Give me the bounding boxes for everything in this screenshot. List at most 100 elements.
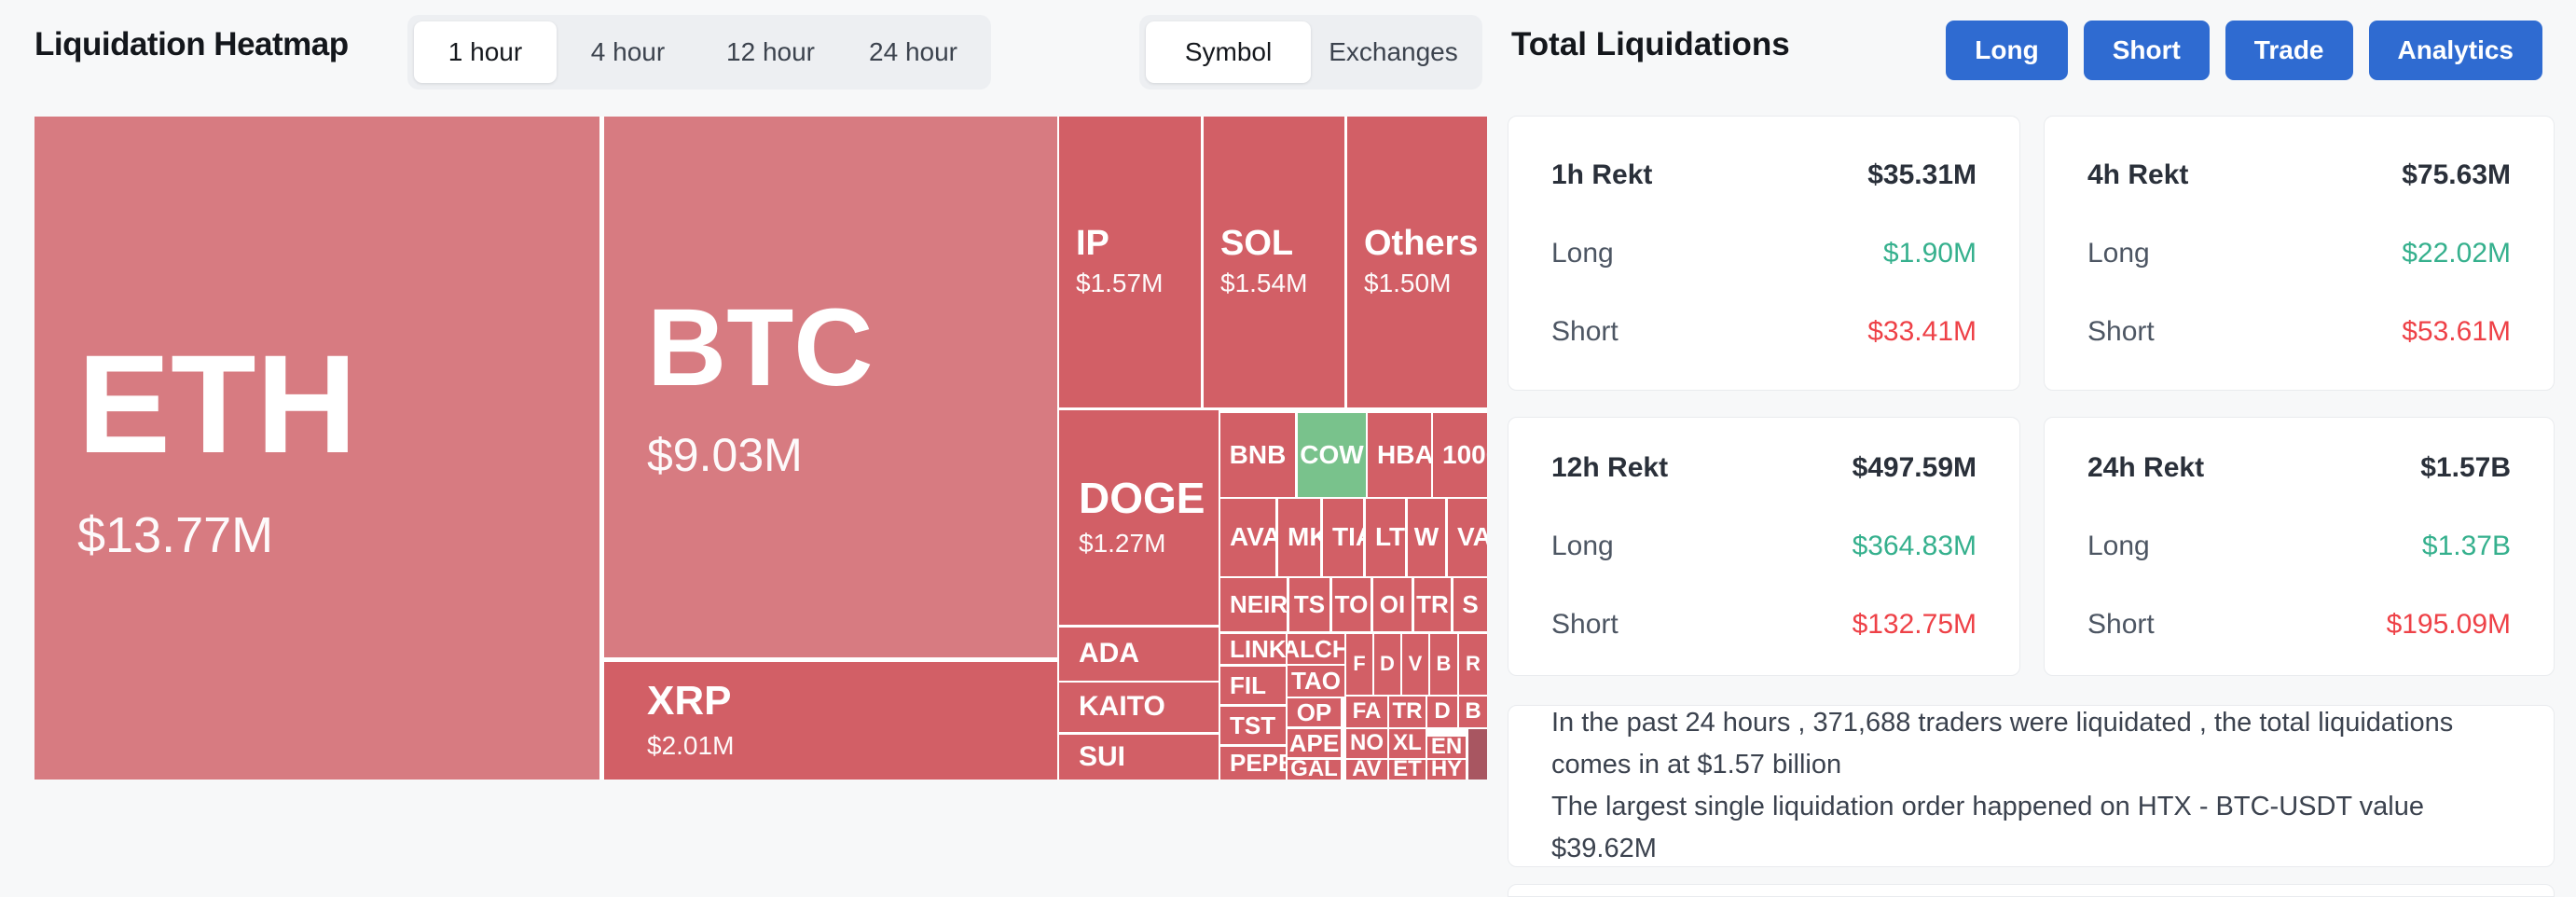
- total-liquidations-title: Total Liquidations: [1511, 26, 1790, 62]
- action-button-analytics[interactable]: Analytics: [2368, 21, 2542, 80]
- treemap-cell-symbol: FIL: [1230, 670, 1266, 699]
- view-tab-exchanges[interactable]: Exchanges: [1329, 37, 1458, 66]
- action-button-trade[interactable]: Trade: [2225, 21, 2353, 80]
- treemap-cell-btc[interactable]: BTC $9.03M: [604, 117, 1057, 657]
- treemap-cell-tr[interactable]: TR: [1414, 578, 1451, 631]
- card-row-label: Long: [2087, 237, 2150, 269]
- treemap-cell-symbol: B: [1465, 698, 1481, 724]
- treemap-cell-r[interactable]: R: [1459, 634, 1487, 695]
- treemap-cell-w[interactable]: W: [1408, 499, 1445, 576]
- action-button-long[interactable]: Long: [1946, 21, 2068, 80]
- treemap-cell-alch[interactable]: ALCH: [1288, 634, 1344, 664]
- treemap-cell-op[interactable]: OP: [1288, 698, 1341, 726]
- time-tab-1-hour[interactable]: 1 hour: [414, 21, 557, 83]
- treemap-cell-b[interactable]: B: [1459, 697, 1487, 727]
- treemap-cell-kaito[interactable]: KAITO: [1059, 683, 1219, 732]
- treemap-cell-symbol: IP: [1076, 223, 1109, 263]
- treemap-cell-symbol: TS: [1293, 590, 1326, 619]
- treemap-cell-link[interactable]: LINK: [1220, 634, 1286, 664]
- treemap-cell-symbol: XRP: [647, 677, 732, 724]
- treemap-cell-sol[interactable]: SOL $1.54M: [1204, 117, 1344, 407]
- summary-card: In the past 24 hours , 371,688 traders w…: [1508, 705, 2555, 867]
- action-buttons-row: Long Short Trade Analytics: [1946, 21, 2542, 80]
- treemap-cell-symbol: 1000: [1442, 439, 1487, 469]
- card-row-value: $132.75M: [1852, 609, 1977, 640]
- treemap-cell-vana[interactable]: VANA: [1448, 499, 1487, 576]
- treemap-cell-symbol: GAL: [1290, 760, 1338, 780]
- treemap-cell-symbol: TR: [1392, 698, 1423, 724]
- treemap-cell-neiro[interactable]: NEIRO: [1220, 578, 1287, 631]
- rekt-card-1h-rekt: 1h Rekt $35.31M Long $1.90M Short $33.41M: [1508, 116, 2020, 391]
- treemap-cell-symbol: B: [1436, 652, 1452, 676]
- treemap-cell-unlabeled[interactable]: [1468, 729, 1487, 780]
- card-row-value: $53.61M: [2402, 315, 2511, 347]
- treemap-cell-ape[interactable]: APE: [1288, 729, 1341, 757]
- treemap-cell-bnb[interactable]: BNB: [1220, 413, 1295, 497]
- treemap-cell-ip[interactable]: IP $1.57M: [1059, 117, 1201, 407]
- treemap-cell-symbol: LINK: [1230, 634, 1286, 663]
- treemap-cell-eth[interactable]: ETH $13.77M: [34, 117, 599, 780]
- treemap-cell-tr[interactable]: TR: [1389, 697, 1426, 727]
- treemap-cell-tao[interactable]: TAO: [1288, 666, 1344, 697]
- treemap-cell-xrp[interactable]: XRP $2.01M: [604, 662, 1057, 780]
- card-title: 12h Rekt: [1551, 452, 1669, 483]
- partial-card-below: [1508, 884, 2555, 897]
- treemap-cell-d[interactable]: D: [1427, 697, 1457, 727]
- treemap-cell-oi[interactable]: OI: [1373, 578, 1412, 631]
- treemap-cell-value: $1.27M: [1079, 529, 1166, 559]
- card-row-label: Short: [2087, 609, 2155, 640]
- treemap-cell-mkr[interactable]: MKR: [1278, 499, 1320, 576]
- treemap-cell-pepe[interactable]: PEPE: [1220, 747, 1286, 780]
- treemap-cell-cow[interactable]: COW: [1298, 413, 1366, 497]
- treemap-cell-to[interactable]: TO: [1332, 578, 1371, 631]
- treemap-cell-no[interactable]: NO: [1346, 729, 1387, 758]
- treemap-cell-value: $1.50M: [1364, 269, 1452, 298]
- treemap-cell-symbol: ET: [1393, 760, 1422, 780]
- treemap-cell-et[interactable]: ET: [1389, 760, 1426, 780]
- treemap-cell-symbol: AVAX: [1230, 522, 1275, 552]
- treemap-cell-ltc[interactable]: LTC: [1366, 499, 1405, 576]
- time-tab-24-hour[interactable]: 24 hour: [869, 37, 957, 66]
- treemap-cell-tst[interactable]: TST: [1220, 707, 1286, 744]
- time-tab-4-hour[interactable]: 4 hour: [590, 37, 666, 66]
- rekt-card-24h-rekt: 24h Rekt $1.57B Long $1.37B Short $195.09M: [2044, 417, 2555, 676]
- treemap-cell-doge[interactable]: DOGE $1.27M: [1059, 410, 1219, 625]
- treemap-cell-sui[interactable]: SUI: [1059, 735, 1219, 780]
- treemap-cell-symbol: TAO: [1291, 667, 1341, 696]
- treemap-cell-s[interactable]: S: [1453, 578, 1487, 631]
- treemap-cell-fil[interactable]: FIL: [1220, 667, 1286, 704]
- treemap-cell-symbol: HBAR: [1377, 439, 1431, 469]
- treemap-cell-hbar[interactable]: HBAR: [1368, 413, 1431, 497]
- treemap-cell-symbol: COW: [1300, 439, 1364, 469]
- treemap-cell-d[interactable]: D: [1374, 634, 1400, 695]
- symbol-exchanges-toggle: Symbol Exchanges: [1139, 15, 1482, 90]
- treemap-cell-hy[interactable]: HY: [1427, 760, 1466, 780]
- treemap-cell-symbol: D: [1434, 698, 1451, 724]
- treemap-cell-ts[interactable]: TS: [1289, 578, 1329, 631]
- treemap-cell-tia[interactable]: TIA: [1323, 499, 1363, 576]
- card-row-label: Short: [1551, 609, 1619, 640]
- time-tab-12-hour[interactable]: 12 hour: [726, 37, 815, 66]
- treemap-cell-value: $2.01M: [647, 731, 735, 761]
- treemap-cell-others[interactable]: Others $1.50M: [1347, 117, 1487, 407]
- treemap-cell-value: $1.54M: [1220, 269, 1308, 298]
- treemap-cell-avax[interactable]: AVAX: [1220, 499, 1275, 576]
- treemap-cell-symbol: TR: [1416, 590, 1449, 619]
- treemap-cell-fa[interactable]: FA: [1346, 697, 1387, 727]
- treemap-cell-av[interactable]: AV: [1346, 760, 1387, 780]
- treemap-cell-gal[interactable]: GAL: [1288, 760, 1341, 780]
- treemap-cell-v[interactable]: V: [1402, 634, 1428, 695]
- treemap-cell-ada[interactable]: ADA: [1059, 628, 1219, 681]
- card-total-value: $75.63M: [2402, 159, 2511, 190]
- treemap-cell-f[interactable]: F: [1346, 634, 1372, 695]
- treemap-cell-symbol: KAITO: [1079, 691, 1165, 723]
- treemap-cell-symbol: BTC: [647, 285, 874, 409]
- treemap-cell-1000[interactable]: 1000: [1433, 413, 1487, 497]
- action-button-short[interactable]: Short: [2083, 21, 2210, 80]
- treemap-cell-value: $9.03M: [647, 429, 803, 482]
- treemap-cell-b[interactable]: B: [1430, 634, 1457, 695]
- view-tab-symbol[interactable]: Symbol: [1146, 21, 1311, 83]
- treemap-cell-xl[interactable]: XL: [1389, 729, 1426, 758]
- treemap-cell-en[interactable]: EN: [1427, 737, 1466, 758]
